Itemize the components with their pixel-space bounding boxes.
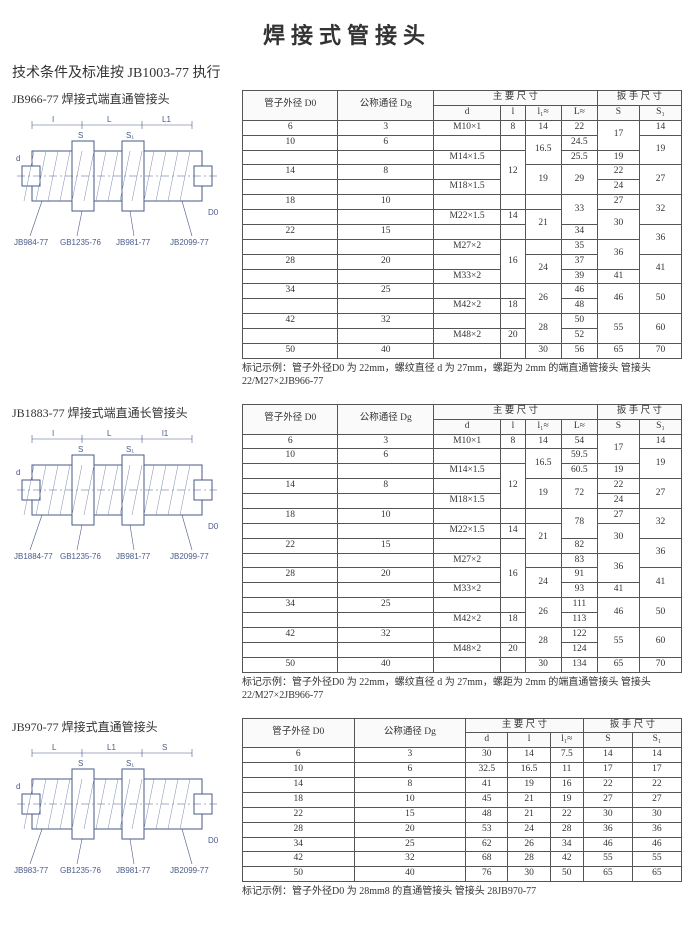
- svg-text:S: S: [78, 131, 83, 140]
- svg-text:JB2099-77: JB2099-77: [170, 866, 209, 875]
- svg-text:I: I: [52, 115, 54, 124]
- svg-text:S: S: [78, 445, 83, 454]
- svg-text:JB984-77: JB984-77: [14, 238, 49, 247]
- section-label: JB1883-77 焊接式端直通长管接头: [12, 404, 232, 421]
- svg-text:GB1235-76: GB1235-76: [60, 866, 101, 875]
- svg-text:D0: D0: [208, 208, 219, 217]
- page-subtitle: 技术条件及标准按 JB1003-77 执行: [12, 62, 682, 82]
- svg-text:JB981-77: JB981-77: [116, 238, 151, 247]
- svg-text:L: L: [107, 429, 112, 438]
- diagram: I L l1 S S₁ d D0 JB1884: [12, 425, 222, 565]
- svg-text:L: L: [107, 115, 112, 124]
- svg-text:S₁: S₁: [126, 131, 134, 140]
- svg-text:S₁: S₁: [126, 445, 134, 454]
- svg-text:JB1884-77: JB1884-77: [14, 552, 53, 561]
- svg-text:d: d: [16, 468, 20, 477]
- page-title: 焊接式管接头: [12, 18, 682, 50]
- svg-text:JB981-77: JB981-77: [116, 866, 151, 875]
- section-label: JB966-77 焊接式端直通管接头: [12, 90, 232, 107]
- section-2: JB970-77 焊接式直通管接头 L L1 S: [12, 718, 682, 899]
- svg-text:S₁: S₁: [126, 759, 134, 768]
- diagram: I L L1 S S₁ d D0 JB984-: [12, 111, 222, 251]
- svg-text:L: L: [52, 743, 57, 752]
- section-1: JB1883-77 焊接式端直通长管接头 I L l1: [12, 404, 682, 702]
- svg-text:JB983-77: JB983-77: [14, 866, 49, 875]
- spec-table: 管子外径 D0 公称通径 Dg 主 要 尺 寸 扳 手 尺 寸 dll₁≈L≈ …: [242, 404, 682, 673]
- section-0: JB966-77 焊接式端直通管接头 I L L1: [12, 90, 682, 388]
- table-note: 标记示例：管子外径D0 为 22mm，螺纹直径 d 为 27mm，螺距为 2mm…: [242, 362, 682, 388]
- spec-table: 管子外径 D0 公称通径 Dg 主 要 尺 寸 扳 手 尺 寸 dll₁≈L≈ …: [242, 90, 682, 359]
- svg-text:L1: L1: [107, 743, 116, 752]
- svg-text:I: I: [52, 429, 54, 438]
- svg-text:l1: l1: [162, 429, 169, 438]
- svg-text:JB2099-77: JB2099-77: [170, 552, 209, 561]
- svg-text:S: S: [162, 743, 167, 752]
- spec-table: 管子外径 D0公称通径 Dg 主 要 尺 寸 扳 手 尺 寸 dll₁≈SS₁6…: [242, 718, 682, 883]
- svg-text:L1: L1: [162, 115, 171, 124]
- table-note: 标记示例：管子外径D0 为 22mm，螺纹直径 d 为 27mm，螺距为 2mm…: [242, 676, 682, 702]
- svg-text:GB1235-76: GB1235-76: [60, 238, 101, 247]
- svg-text:JB2099-77: JB2099-77: [170, 238, 209, 247]
- svg-text:D0: D0: [208, 522, 219, 531]
- svg-text:S: S: [78, 759, 83, 768]
- svg-text:d: d: [16, 154, 20, 163]
- svg-text:D0: D0: [208, 836, 219, 845]
- svg-text:JB981-77: JB981-77: [116, 552, 151, 561]
- section-label: JB970-77 焊接式直通管接头: [12, 718, 232, 735]
- svg-text:GB1235-76: GB1235-76: [60, 552, 101, 561]
- svg-text:d: d: [16, 782, 20, 791]
- diagram: L L1 S S S₁ d D0 JB983-: [12, 739, 222, 879]
